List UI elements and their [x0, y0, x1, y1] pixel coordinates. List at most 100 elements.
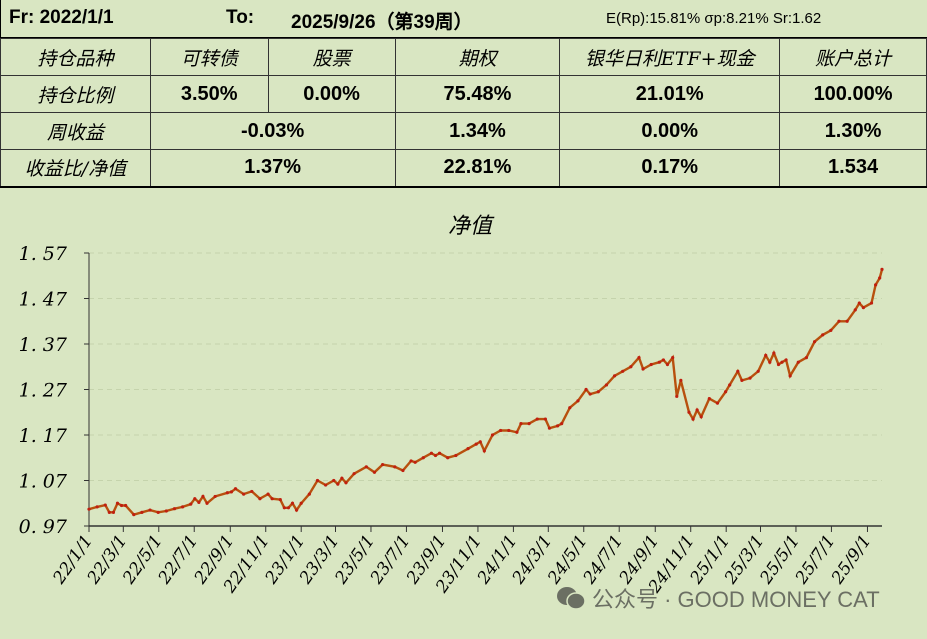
data-point: [164, 509, 168, 513]
watermark-text: 公众号 · GOOD MONEY CAT: [592, 587, 880, 612]
data-point: [87, 507, 91, 511]
table-row: 周收益 -0.03% 1.34% 0.00% 1.30%: [0, 112, 927, 150]
nav-line-chart: 净值 0. 971. 071. 171. 271. 371. 471. 5722…: [19, 214, 884, 597]
data-point: [519, 422, 523, 426]
data-point: [535, 417, 539, 421]
data-point: [604, 383, 609, 387]
data-point: [201, 494, 205, 499]
table-cell: 0.00%: [267, 75, 396, 113]
data-point: [401, 468, 405, 473]
data-point: [413, 460, 417, 464]
row-label: 收益比/净值: [0, 149, 151, 188]
data-point: [878, 276, 882, 280]
data-point: [861, 306, 865, 310]
data-point: [372, 470, 377, 474]
data-point: [596, 390, 600, 394]
y-tick-label: 1. 27: [19, 380, 68, 402]
nav-series-line: [88, 269, 884, 516]
data-point: [336, 482, 340, 486]
data-point: [671, 356, 675, 360]
data-point: [768, 360, 772, 364]
chart-title: 净值: [448, 214, 495, 239]
data-point: [258, 497, 262, 501]
data-point: [95, 505, 99, 509]
data-point: [728, 383, 732, 387]
data-point: [344, 481, 348, 485]
data-point: [629, 365, 633, 369]
data-point: [119, 503, 124, 508]
data-point: [764, 353, 768, 357]
data-point: [679, 378, 683, 382]
data-point: [454, 453, 458, 458]
data-point: [772, 351, 776, 355]
data-point: [812, 340, 817, 344]
data-point: [695, 408, 699, 412]
data-point: [560, 422, 564, 426]
data-point: [547, 426, 552, 430]
table-cell: 1.34%: [394, 112, 561, 150]
to-date: 2025/9/26（第39周）: [291, 12, 473, 33]
data-point: [675, 394, 679, 398]
data-point: [804, 356, 809, 360]
data-point: [715, 401, 720, 405]
data-point: [172, 507, 177, 511]
holdings-table: 持仓品种 可转债 股票 期权 银华日利ETF+现金 账户总计 持仓比例 3.50…: [0, 38, 927, 188]
data-point: [433, 453, 438, 458]
watermark: 公众号 · GOOD MONEY CAT: [556, 582, 880, 614]
data-point: [576, 399, 580, 403]
data-point: [482, 449, 486, 453]
data-point: [736, 369, 740, 373]
data-point: [857, 301, 861, 305]
data-point: [555, 424, 560, 428]
table-cell: 1.30%: [779, 112, 927, 150]
data-point: [707, 397, 711, 401]
data-point: [111, 510, 116, 514]
data-point: [657, 360, 661, 364]
data-point: [874, 283, 878, 287]
data-point: [584, 387, 588, 392]
data-point: [515, 430, 519, 434]
table-cell: 22.81%: [394, 149, 561, 188]
data-point: [242, 492, 246, 496]
data-point: [490, 433, 495, 437]
data-point: [837, 319, 841, 323]
table-cell: 1.534: [779, 149, 927, 188]
data-point: [568, 406, 572, 410]
table-cell: 3.50%: [149, 75, 269, 113]
from-date: Fr: 2022/1/1: [9, 7, 114, 28]
table-header-row: 持仓品种 可转债 股票 期权 银华日利ETF+现金 账户总计: [0, 38, 927, 76]
data-point: [543, 417, 547, 421]
data-point: [307, 492, 311, 496]
column-header: 股票: [267, 38, 396, 76]
data-point: [869, 301, 874, 305]
data-point: [796, 360, 800, 364]
data-point: [507, 428, 511, 433]
to-label: To:: [226, 7, 255, 28]
data-point: [270, 497, 274, 501]
data-point: [140, 510, 144, 514]
data-point: [776, 362, 781, 367]
table-row: 收益比/净值 1.37% 22.81% 0.17% 1.534: [0, 149, 927, 188]
data-point: [193, 497, 197, 501]
data-point: [437, 451, 442, 455]
data-point: [340, 476, 344, 480]
row-label: 持仓比例: [0, 75, 151, 113]
data-point: [853, 308, 857, 312]
data-point: [466, 447, 470, 451]
data-point: [478, 440, 482, 444]
data-point: [380, 462, 385, 467]
data-point: [409, 459, 413, 463]
data-point: [612, 374, 617, 378]
y-tick-label: 1. 37: [19, 334, 68, 356]
table-cell: 21.01%: [559, 75, 781, 113]
data-point: [880, 267, 884, 271]
data-point: [588, 392, 592, 396]
stats: E(Rp):15.81% σp:8.21% Sr:1.62: [606, 10, 822, 27]
y-tick-label: 1. 07: [19, 471, 68, 493]
data-point: [315, 478, 320, 483]
data-point: [788, 374, 792, 378]
data-point: [687, 410, 691, 414]
data-point: [691, 417, 695, 421]
column-header: 期权: [394, 38, 561, 76]
